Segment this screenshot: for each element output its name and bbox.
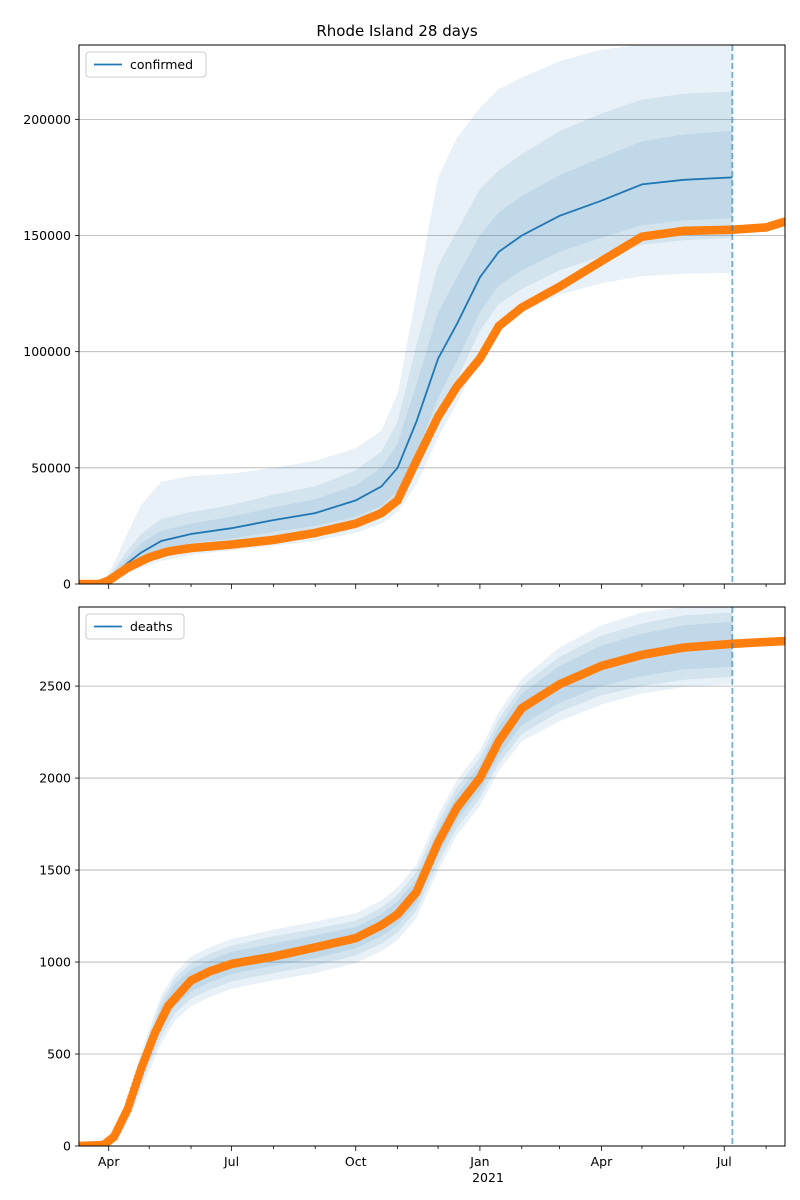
- deaths-legend-label: deaths: [130, 619, 173, 634]
- deaths-middle-band: [79, 612, 733, 1146]
- confirmed-ytick-label: 100000: [23, 344, 71, 359]
- xtick-label: Apr: [591, 1154, 613, 1169]
- confirmed-panel: 0 50000 100000 150000 200000 confirmed: [23, 44, 786, 592]
- xtick-label: Oct: [345, 1154, 367, 1169]
- x-axis-year-label: 2021: [472, 1170, 504, 1185]
- deaths-outer-band: [79, 607, 733, 1146]
- xtick-label: Jul: [223, 1154, 239, 1169]
- xtick-label: Jul: [716, 1154, 732, 1169]
- chart-title: Rhode Island 28 days: [316, 22, 477, 40]
- deaths-observed-point: [780, 636, 785, 646]
- deaths-axes-frame: [78, 606, 786, 1147]
- deaths-ytick-label: 1000: [39, 955, 71, 970]
- deaths-panel: 0 500 1000 1500 2000 2500 Apr Jul Oct Jan Apr Jul de…: [39, 606, 786, 1169]
- confirmed-axes-frame: [78, 44, 786, 585]
- deaths-ytick-label: 0: [63, 1139, 71, 1154]
- confirmed-legend-box: [85, 51, 207, 78]
- confirmed-ytick-label: 50000: [31, 460, 71, 475]
- xtick-label: Jan: [469, 1154, 489, 1169]
- confirmed-ytick-label: 0: [63, 577, 71, 592]
- confirmed-legend-label: confirmed: [130, 57, 193, 72]
- confirmed-ytick-label: 200000: [23, 112, 71, 127]
- deaths-ytick-label: 1500: [39, 863, 71, 878]
- confirmed-legend: confirmed: [85, 51, 207, 78]
- deaths-ytick-label: 2000: [39, 771, 71, 786]
- confirmed-outer-band: [79, 45, 733, 584]
- deaths-legend: deaths: [85, 613, 185, 640]
- confirmed-inner-band: [79, 131, 733, 584]
- confirmed-middle-band: [79, 91, 733, 584]
- xtick-label: Apr: [98, 1154, 120, 1169]
- confirmed-observed-point: [780, 217, 785, 226]
- confirmed-model-line: [79, 176, 733, 584]
- confirmed-ytick-label: 150000: [23, 228, 71, 243]
- deaths-ytick-label: 500: [47, 1047, 71, 1062]
- deaths-ytick-label: 2500: [39, 679, 71, 694]
- deaths-legend-box: [85, 613, 185, 640]
